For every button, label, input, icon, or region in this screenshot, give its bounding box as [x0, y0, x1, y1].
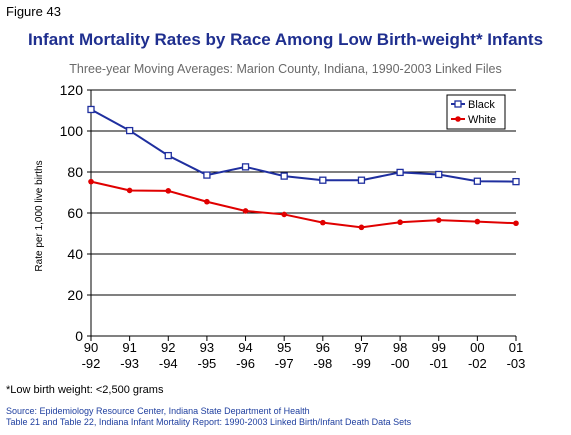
chart-title: Infant Mortality Rates by Race Among Low…: [27, 30, 544, 49]
x-tick-label: 98: [393, 340, 407, 355]
x-tick-label: 93: [200, 340, 214, 355]
x-tick-label: 90: [84, 340, 98, 355]
data-point-white: [397, 219, 403, 226]
x-tick-label: -02: [468, 356, 487, 371]
y-tick-label: 0: [75, 328, 83, 344]
data-point-black: [125, 126, 134, 135]
series-line-black: [90, 108, 517, 183]
x-tick-label: -92: [82, 356, 101, 371]
x-tick-label: -97: [275, 356, 294, 371]
data-point-black: [203, 171, 211, 179]
data-point-white: [165, 188, 172, 194]
y-tick-label: 120: [60, 82, 84, 98]
x-tick-label: -94: [159, 356, 178, 371]
y-tick-label: 60: [67, 205, 83, 221]
data-point-white: [88, 178, 94, 185]
series-layer: [87, 105, 520, 231]
x-tick-label: 00: [470, 340, 484, 355]
x-tick-label: 97: [354, 340, 368, 355]
series-line-white: [90, 180, 517, 229]
data-point-black: [319, 176, 327, 184]
legend-label-white: White: [468, 114, 496, 126]
x-tick-label: 92: [161, 340, 175, 355]
data-point-black: [357, 176, 366, 184]
data-point-black: [241, 163, 250, 171]
x-tick-label: 91: [122, 340, 136, 355]
data-point-white: [281, 211, 287, 218]
axes: [87, 89, 517, 341]
x-tick-label: -01: [429, 356, 448, 371]
y-tick-label: 20: [67, 287, 83, 303]
data-point-white: [320, 219, 326, 226]
data-point-white: [435, 217, 442, 223]
x-tick-label: -93: [120, 356, 139, 371]
data-point-black: [435, 170, 443, 179]
x-tick-label: -99: [352, 356, 371, 371]
data-point-white: [242, 208, 249, 214]
gridlines: [91, 89, 516, 296]
x-tick-label: 01: [509, 340, 523, 355]
y-tick-label: 80: [67, 164, 83, 180]
legend: Black White: [446, 94, 506, 130]
x-tick-label: -03: [507, 356, 526, 371]
x-tick-label: 95: [277, 340, 291, 355]
data-point-black: [164, 151, 172, 160]
figure-label: Figure 43: [6, 4, 61, 19]
x-tick-labels: 90-92 91-93 92-94 93-95 94-96 95-97 96-98 97-99…: [82, 340, 526, 371]
x-tick-label: -96: [236, 356, 255, 371]
y-axis-label: Rate per 1,000 live births: [34, 160, 45, 271]
x-tick-label: -98: [313, 356, 332, 371]
x-tick-label: 96: [316, 340, 330, 355]
source-note: Source: Epidemiology Resource Center, In…: [6, 406, 411, 428]
data-point-white: [204, 198, 210, 205]
x-tick-label: -00: [391, 356, 410, 371]
data-point-black: [473, 177, 482, 185]
y-tick-labels: 0 20 40 60 80 100 120: [60, 82, 84, 344]
data-point-white: [126, 187, 133, 194]
footnote: *Low birth weight: <2,500 grams: [6, 384, 164, 396]
data-point-black: [280, 172, 288, 180]
y-tick-label: 100: [60, 123, 84, 139]
legend-marker-white: [455, 116, 461, 122]
series-black: [87, 105, 520, 186]
data-point-white: [358, 224, 365, 231]
series-white: [88, 178, 519, 231]
y-tick-label: 40: [67, 246, 83, 262]
data-point-white: [513, 220, 519, 227]
legend-marker-black: [454, 100, 462, 108]
data-point-black: [87, 105, 95, 114]
source-line-1: Source: Epidemiology Resource Center, In…: [6, 406, 310, 416]
x-tick-label: 94: [238, 340, 252, 355]
legend-label-black: Black: [468, 99, 495, 111]
data-point-black: [512, 177, 520, 186]
chart-subtitle: Three-year Moving Averages: Marion Count…: [69, 62, 502, 76]
x-tick-label: -95: [198, 356, 217, 371]
data-point-white: [474, 218, 481, 225]
data-point-black: [396, 168, 404, 177]
source-line-2: Table 21 and Table 22, Indiana Infant Mo…: [6, 417, 412, 427]
x-tick-label: 99: [431, 340, 445, 355]
